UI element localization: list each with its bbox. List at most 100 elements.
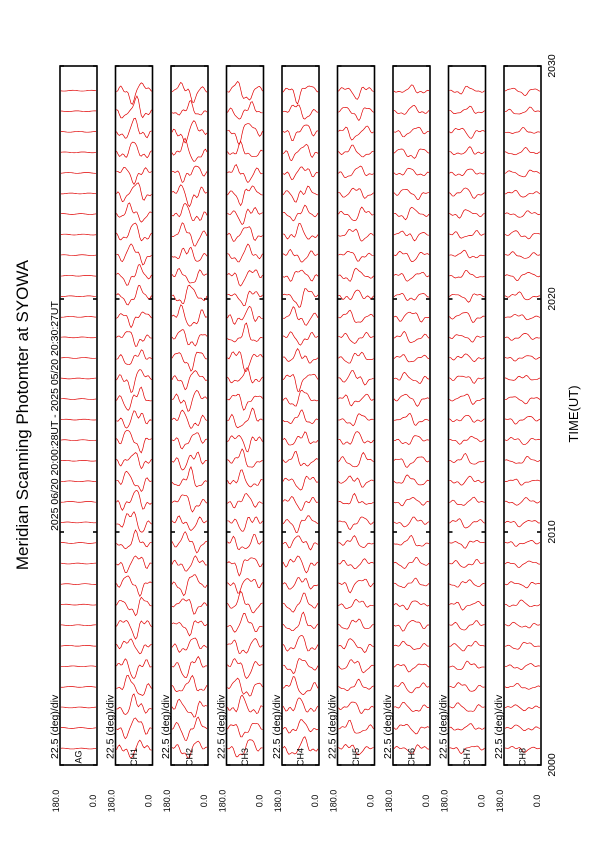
trace-line (116, 82, 152, 105)
trace-line (338, 107, 374, 122)
trace-line (282, 124, 319, 141)
scale-label: 22.5 (deg)/div (438, 694, 450, 759)
panel-ch4: 180.0 0.0 CH4 22.5 (deg)/div (271, 65, 320, 812)
trace-line (449, 579, 485, 588)
y-tick-0: 0.0 (88, 795, 98, 808)
trace-line (227, 658, 263, 679)
y-tick-0: 0.0 (532, 795, 542, 808)
trace-line (393, 206, 430, 221)
trace-line (449, 745, 485, 755)
trace-line (116, 470, 152, 492)
trace-line (171, 466, 208, 488)
trace-line (504, 663, 541, 670)
trace-line (338, 309, 374, 323)
trace-line (227, 290, 263, 307)
trace-line (449, 496, 485, 506)
trace-line (504, 210, 541, 218)
trace-line (449, 375, 485, 384)
trace-line (338, 187, 374, 199)
trace-line (282, 85, 319, 105)
trace-line (449, 559, 485, 568)
trace-line (282, 495, 319, 511)
panel-frame (281, 65, 320, 766)
trace-line (60, 254, 97, 256)
trace-line (60, 603, 97, 606)
trace-line (338, 351, 374, 364)
trace-line (282, 331, 319, 346)
trace-line (171, 451, 208, 471)
trace-line (227, 694, 263, 715)
trace-line (116, 658, 152, 680)
trace-line (504, 560, 541, 568)
trace-line (116, 117, 152, 139)
trace-line (60, 295, 97, 298)
trace-line (171, 202, 208, 222)
trace-line (449, 393, 485, 405)
panel-ch7: 180.0 0.0 CH7 22.5 (deg)/div (438, 65, 487, 812)
trace-line (171, 120, 208, 144)
trace-line (171, 432, 208, 450)
trace-line (171, 184, 208, 208)
trace-line (171, 515, 208, 531)
trace-line (282, 577, 319, 590)
trace-line (227, 185, 263, 207)
trace-line (116, 386, 152, 411)
trace-line (60, 542, 97, 544)
trace-line (449, 249, 485, 259)
channel-label: AG (74, 750, 84, 763)
panel-frame (170, 65, 209, 766)
trace-line (116, 222, 152, 242)
y-tick-180: 180.0 (384, 790, 394, 813)
trace-line (282, 104, 319, 120)
trace-line (338, 165, 374, 179)
trace-line (227, 739, 263, 758)
channel-label: CH5 (351, 748, 361, 766)
trace-line (116, 182, 152, 203)
trace-line (60, 233, 97, 236)
trace-line (227, 350, 263, 373)
trace-line (504, 621, 541, 629)
trace-line (393, 84, 430, 94)
trace-line (116, 243, 152, 266)
trace-line (227, 516, 263, 532)
trace-line (393, 293, 430, 301)
trace-line (393, 497, 430, 507)
trace-line (393, 126, 430, 138)
trace-line (116, 430, 152, 454)
trace-line (504, 724, 541, 731)
x-tick-2030: 2030 (546, 54, 558, 78)
trace-line (504, 375, 541, 381)
trace-line (171, 740, 208, 759)
trace-line (60, 583, 97, 585)
trace-line (171, 409, 208, 430)
scale-label: 22.5 (deg)/div (216, 694, 228, 759)
trace-line (504, 333, 541, 341)
trace-line (282, 288, 319, 308)
trace-line (393, 516, 430, 528)
channel-label: CH4 (296, 748, 306, 766)
trace-line (504, 147, 541, 156)
trace-line (116, 95, 152, 119)
trace-line (504, 396, 541, 405)
trace-line (227, 123, 263, 146)
trace-line (60, 131, 97, 133)
x-axis-label: TIME(UT) (566, 385, 581, 442)
trace-line (282, 719, 319, 734)
trace-line (393, 701, 430, 712)
trace-line (116, 285, 152, 306)
trace-line (116, 264, 152, 286)
trace-line (227, 590, 263, 614)
trace-line (116, 739, 152, 759)
trace-line (393, 148, 430, 159)
trace-line (504, 416, 541, 425)
panel-frame (447, 65, 487, 766)
y-tick-180: 180.0 (162, 790, 172, 813)
trace-line (338, 678, 374, 692)
trace-line (338, 475, 374, 488)
scale-label: 22.5 (deg)/div (382, 694, 394, 759)
trace-line (60, 706, 97, 709)
trace-line (227, 407, 263, 429)
trace-line (449, 353, 485, 363)
trace-line (227, 557, 263, 577)
trace-line (338, 370, 374, 386)
